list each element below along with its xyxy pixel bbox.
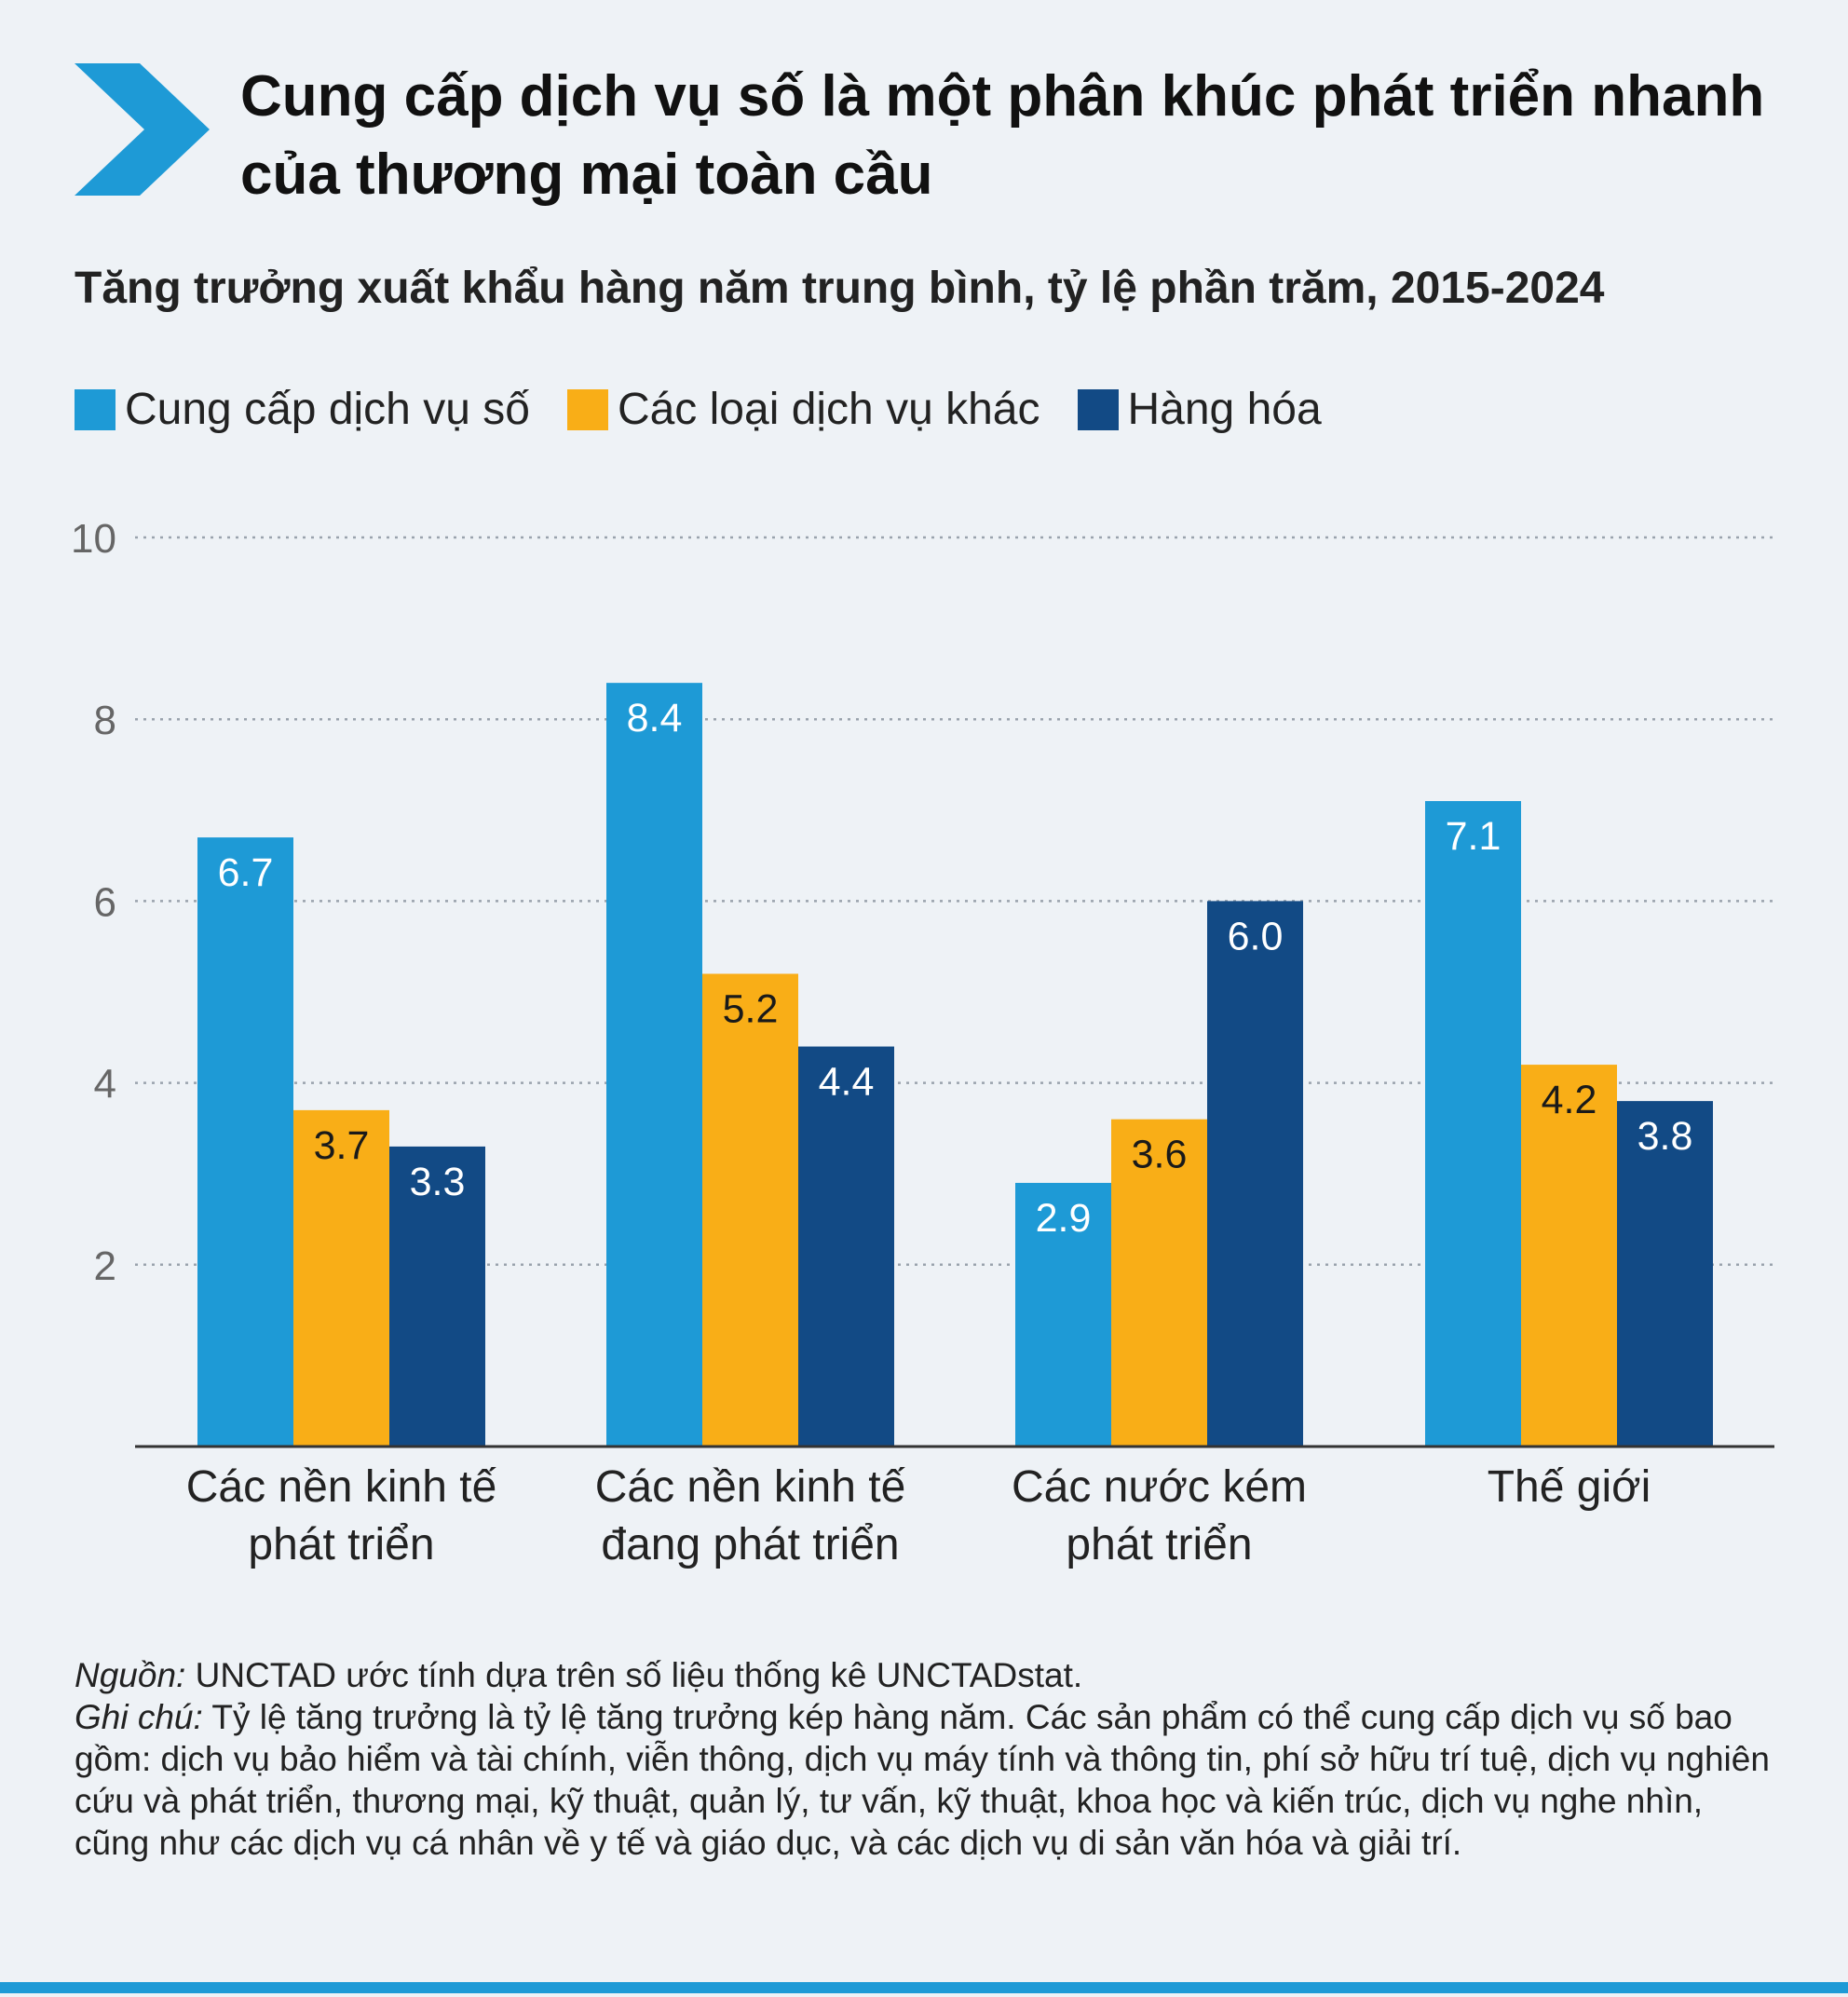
chart-subtitle: Tăng trưởng xuất khẩu hàng năm trung bìn…	[75, 264, 1605, 313]
data-label: 2.9	[1036, 1196, 1092, 1241]
note-label: Ghi chú:	[75, 1698, 203, 1736]
chart-legend: Cung cấp dịch vụ số Các loại dịch vụ khá…	[75, 384, 1359, 435]
bar	[1617, 1101, 1713, 1447]
x-tick-label: đang phát triển	[601, 1520, 899, 1569]
source-text: UNCTAD ước tính dựa trên số liệu thống k…	[185, 1656, 1083, 1694]
data-label: 5.2	[723, 986, 779, 1031]
bar	[293, 1109, 389, 1447]
bottom-rule	[0, 1982, 1848, 1993]
footnote: Ghi chú: Tỷ lệ tăng trưởng là tỷ lệ tăng…	[75, 1696, 1770, 1864]
legend-swatch-digital	[75, 388, 116, 430]
note-text: Tỷ lệ tăng trưởng là tỷ lệ tăng trưởng k…	[75, 1698, 1770, 1862]
chart-notes: Nguồn: UNCTAD ước tính dựa trên số liệu …	[75, 1654, 1770, 1864]
page-title: Cung cấp dịch vụ số là một phân khúc phá…	[240, 64, 1765, 207]
legend-label-digital: Cung cấp dịch vụ số	[125, 385, 530, 434]
data-label: 6.0	[1228, 914, 1284, 958]
bar	[197, 837, 293, 1447]
bar	[798, 1046, 894, 1447]
y-tick-label: 6	[94, 879, 116, 925]
x-tick-label: Thế giới	[1488, 1462, 1651, 1512]
legend-item-goods: Hàng hóa	[1077, 384, 1322, 435]
legend-item-digital: Cung cấp dịch vụ số	[75, 384, 530, 435]
bar	[1521, 1065, 1617, 1447]
data-label: 3.3	[410, 1160, 466, 1204]
x-tick-label: Các nền kinh tế	[595, 1462, 906, 1512]
x-tick-label: Các nước kém	[1012, 1462, 1307, 1512]
x-tick-label: phát triển	[1066, 1520, 1252, 1569]
bar-chart: 2 4 6 8 10 6.7 8.4 2.9 7.1 3.7 5.2 3.6 4.2 3.3 4.4 6.0 3…	[71, 516, 1774, 1569]
x-tick-label: Các nền kinh tế	[186, 1462, 497, 1512]
y-tick-label: 4	[94, 1062, 116, 1107]
data-label: 3.6	[1132, 1133, 1188, 1177]
bar	[1425, 801, 1521, 1447]
bar	[1207, 901, 1303, 1447]
y-tick-label: 2	[94, 1243, 116, 1289]
bar	[606, 683, 702, 1447]
source-label: Nguồn:	[75, 1656, 186, 1694]
data-label: 4.4	[819, 1060, 875, 1105]
data-label: 7.1	[1446, 814, 1502, 859]
bar	[1015, 1182, 1111, 1447]
legend-item-other-services: Các loại dịch vụ khác	[566, 384, 1040, 435]
x-tick-label: phát triển	[248, 1520, 434, 1569]
legend-label-other-services: Các loại dịch vụ khác	[617, 385, 1040, 434]
data-label: 8.4	[627, 696, 683, 740]
legend-label-goods: Hàng hóa	[1127, 385, 1322, 434]
bar	[1111, 1119, 1207, 1447]
legend-swatch-goods	[1077, 388, 1119, 430]
data-label: 3.8	[1637, 1114, 1693, 1159]
data-label: 4.2	[1542, 1078, 1597, 1122]
legend-swatch-other-services	[566, 388, 608, 430]
bar	[389, 1146, 485, 1447]
source-note: Nguồn: UNCTAD ước tính dựa trên số liệu …	[75, 1654, 1770, 1696]
y-tick-label: 10	[71, 516, 116, 562]
bar	[702, 973, 798, 1447]
y-tick-label: 8	[94, 698, 116, 743]
chevron-icon	[75, 63, 210, 196]
data-label: 6.7	[218, 850, 274, 895]
data-label: 3.7	[314, 1123, 370, 1168]
